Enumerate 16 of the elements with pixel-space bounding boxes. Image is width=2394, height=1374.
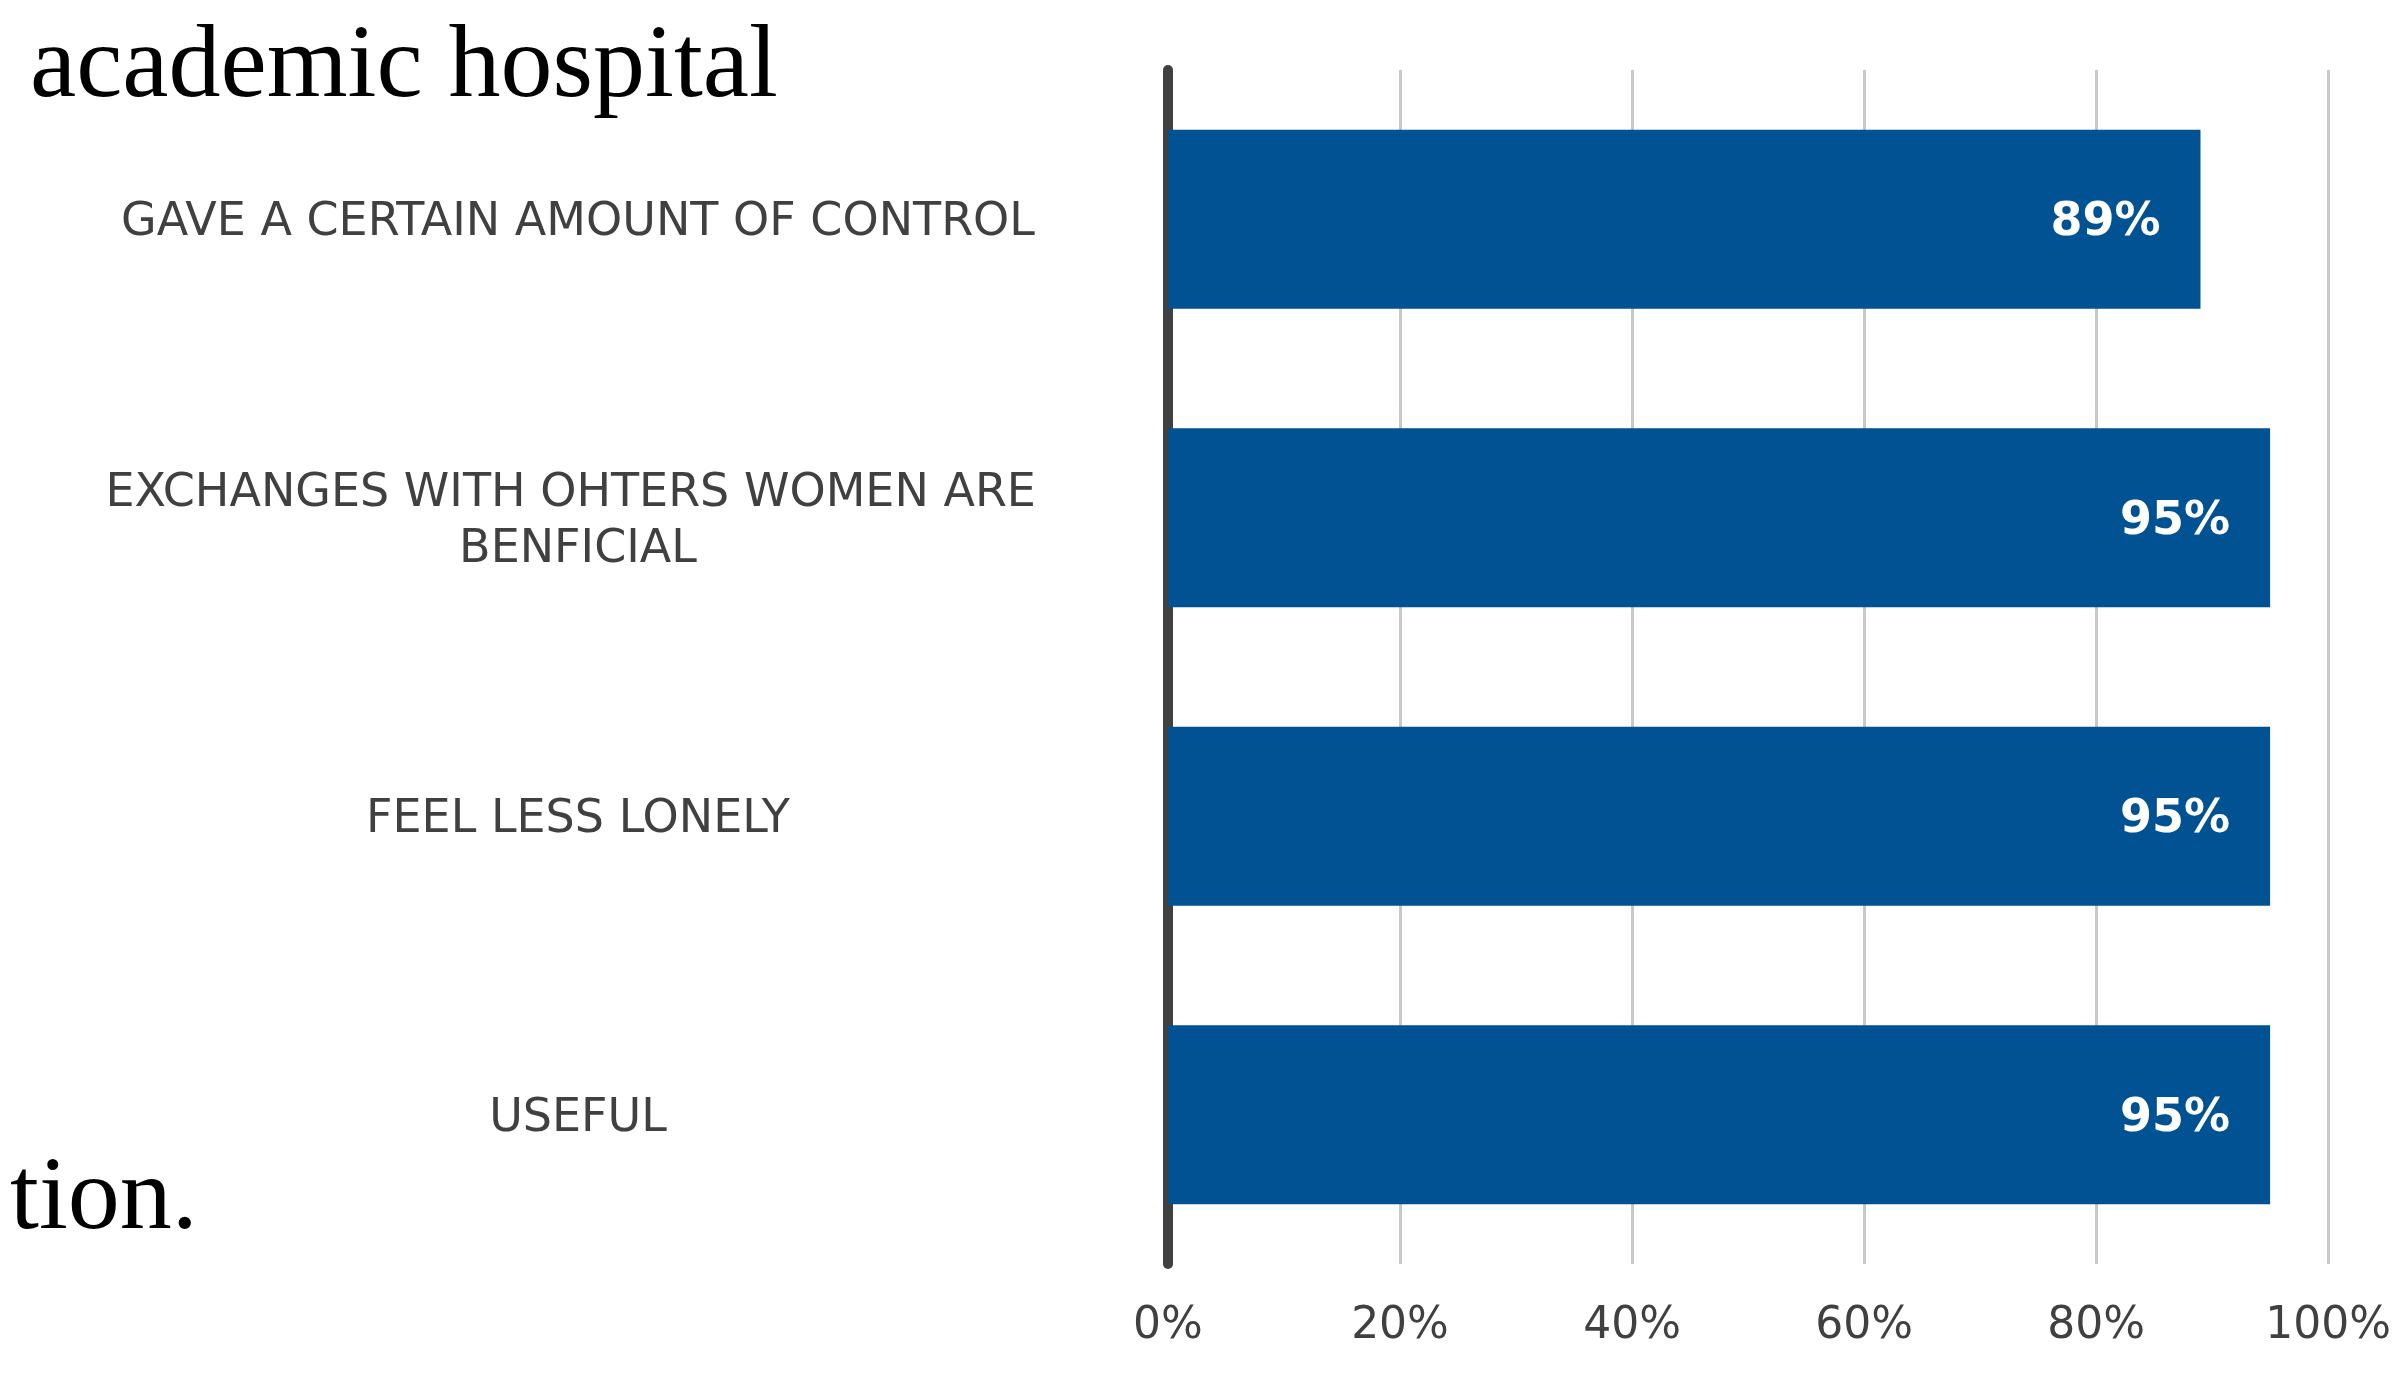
- y-tick-label: USEFUL: [489, 1087, 668, 1142]
- data-label: 95%: [2119, 789, 2231, 844]
- data-label: 89%: [2050, 192, 2161, 247]
- y-tick-label: EXCHANGES WITH OHTERS WOMEN ARE BENFICIAL: [105, 462, 1051, 573]
- data-label: 95%: [2119, 1087, 2231, 1142]
- x-tick-label: 100%: [2265, 1296, 2391, 1348]
- text: academic hospital: [30, 2, 778, 118]
- x-tick-label: 60%: [1815, 1296, 1913, 1348]
- x-tick-label: 20%: [1351, 1296, 1449, 1348]
- y-tick-label: FEEL LESS LONELY: [366, 789, 791, 844]
- y-tick-label: GAVE A CERTAIN AMOUNT OF CONTROL: [121, 192, 1036, 247]
- x-tick-label: 40%: [1583, 1296, 1681, 1348]
- x-tick-label: 80%: [2047, 1296, 2145, 1348]
- text: tion.: [10, 1134, 198, 1250]
- x-tick-label: 0%: [1133, 1296, 1203, 1348]
- data-label: 95%: [2119, 490, 2231, 545]
